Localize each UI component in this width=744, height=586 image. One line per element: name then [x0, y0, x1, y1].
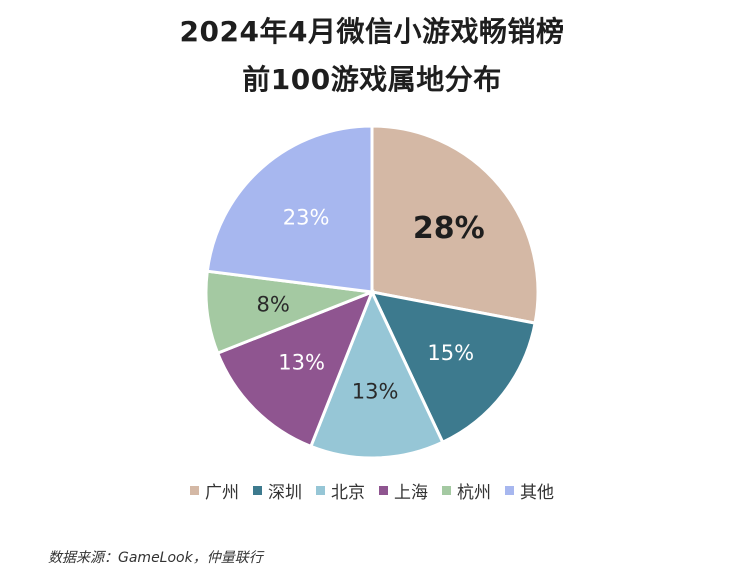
chart-legend: 广州 深圳 北京 上海 杭州 其他: [0, 478, 744, 503]
legend-label: 杭州: [457, 483, 491, 503]
legend-item-3: 上海: [379, 478, 428, 503]
chart-title-line2: 前100游戏属地分布: [242, 63, 502, 96]
legend-label: 深圳: [268, 483, 302, 503]
legend-swatch: [253, 486, 262, 495]
pie-slice-label-0: 28%: [413, 211, 485, 246]
pie-slice-label-2: 13%: [352, 380, 399, 404]
legend-label: 其他: [520, 483, 554, 503]
pie-slice-label-5: 23%: [283, 205, 330, 229]
pie-slice-1: [369, 289, 537, 445]
legend-item-1: 深圳: [253, 478, 302, 503]
legend-swatch: [316, 486, 325, 495]
legend-swatch: [190, 486, 199, 495]
legend-swatch: [379, 486, 388, 495]
legend-label: 北京: [331, 483, 365, 503]
legend-swatch: [442, 486, 451, 495]
pie-slice-label-3: 13%: [278, 350, 325, 374]
pie-slice-label-1: 15%: [427, 341, 474, 365]
pie-slice-0: [370, 124, 540, 325]
legend-item-2: 北京: [316, 478, 365, 503]
legend-swatch: [505, 486, 514, 495]
legend-item-4: 杭州: [442, 478, 491, 503]
legend-item-0: 广州: [190, 478, 239, 503]
legend-label: 广州: [205, 483, 239, 503]
source-note: 数据来源：GameLook，仲量联行: [48, 550, 263, 566]
pie-slice-3: [215, 289, 375, 449]
pie-slice-2: [308, 288, 445, 460]
pie-slice-label-4: 8%: [257, 292, 290, 316]
legend-item-5: 其他: [505, 478, 554, 503]
pie-chart: 28% 15% 13% 13% 8% 23%: [204, 124, 540, 460]
chart-title-line1: 2024年4月微信小游戏畅销榜: [179, 15, 565, 48]
legend-label: 上海: [394, 483, 428, 503]
pie-slice-5: [205, 124, 374, 294]
